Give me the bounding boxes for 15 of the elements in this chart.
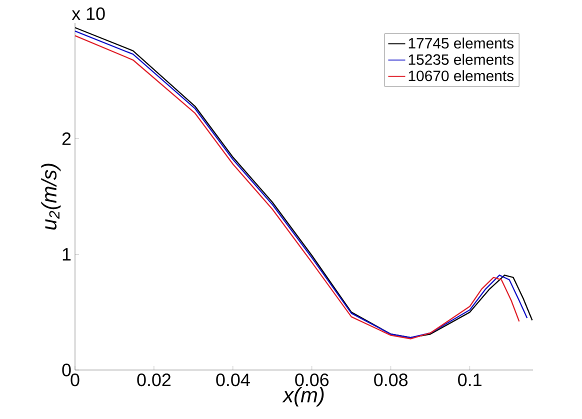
- x-tick-label: 0.06: [295, 374, 329, 386]
- y-tick-label: 2: [62, 132, 71, 145]
- legend-label: 17745 elements: [408, 38, 514, 49]
- y-tick-label: 1: [62, 248, 71, 260]
- x-axis-title: x(m): [282, 387, 324, 407]
- legend-label: 15235 elements: [408, 54, 514, 65]
- x-tick-label: 0.02: [137, 374, 171, 386]
- x-tick-label: 0.08: [374, 374, 408, 386]
- y-axis-title: u$_{2}$(m/s): [41, 164, 61, 230]
- text: x 10: [72, 7, 105, 20]
- x-tick-label: 0.1: [458, 374, 482, 386]
- x-tick-label: 0: [70, 374, 80, 386]
- legend-label: 10670 elements: [408, 70, 514, 82]
- x-tick-label: 0.04: [216, 374, 250, 386]
- y-tick-label: 0: [62, 364, 71, 376]
